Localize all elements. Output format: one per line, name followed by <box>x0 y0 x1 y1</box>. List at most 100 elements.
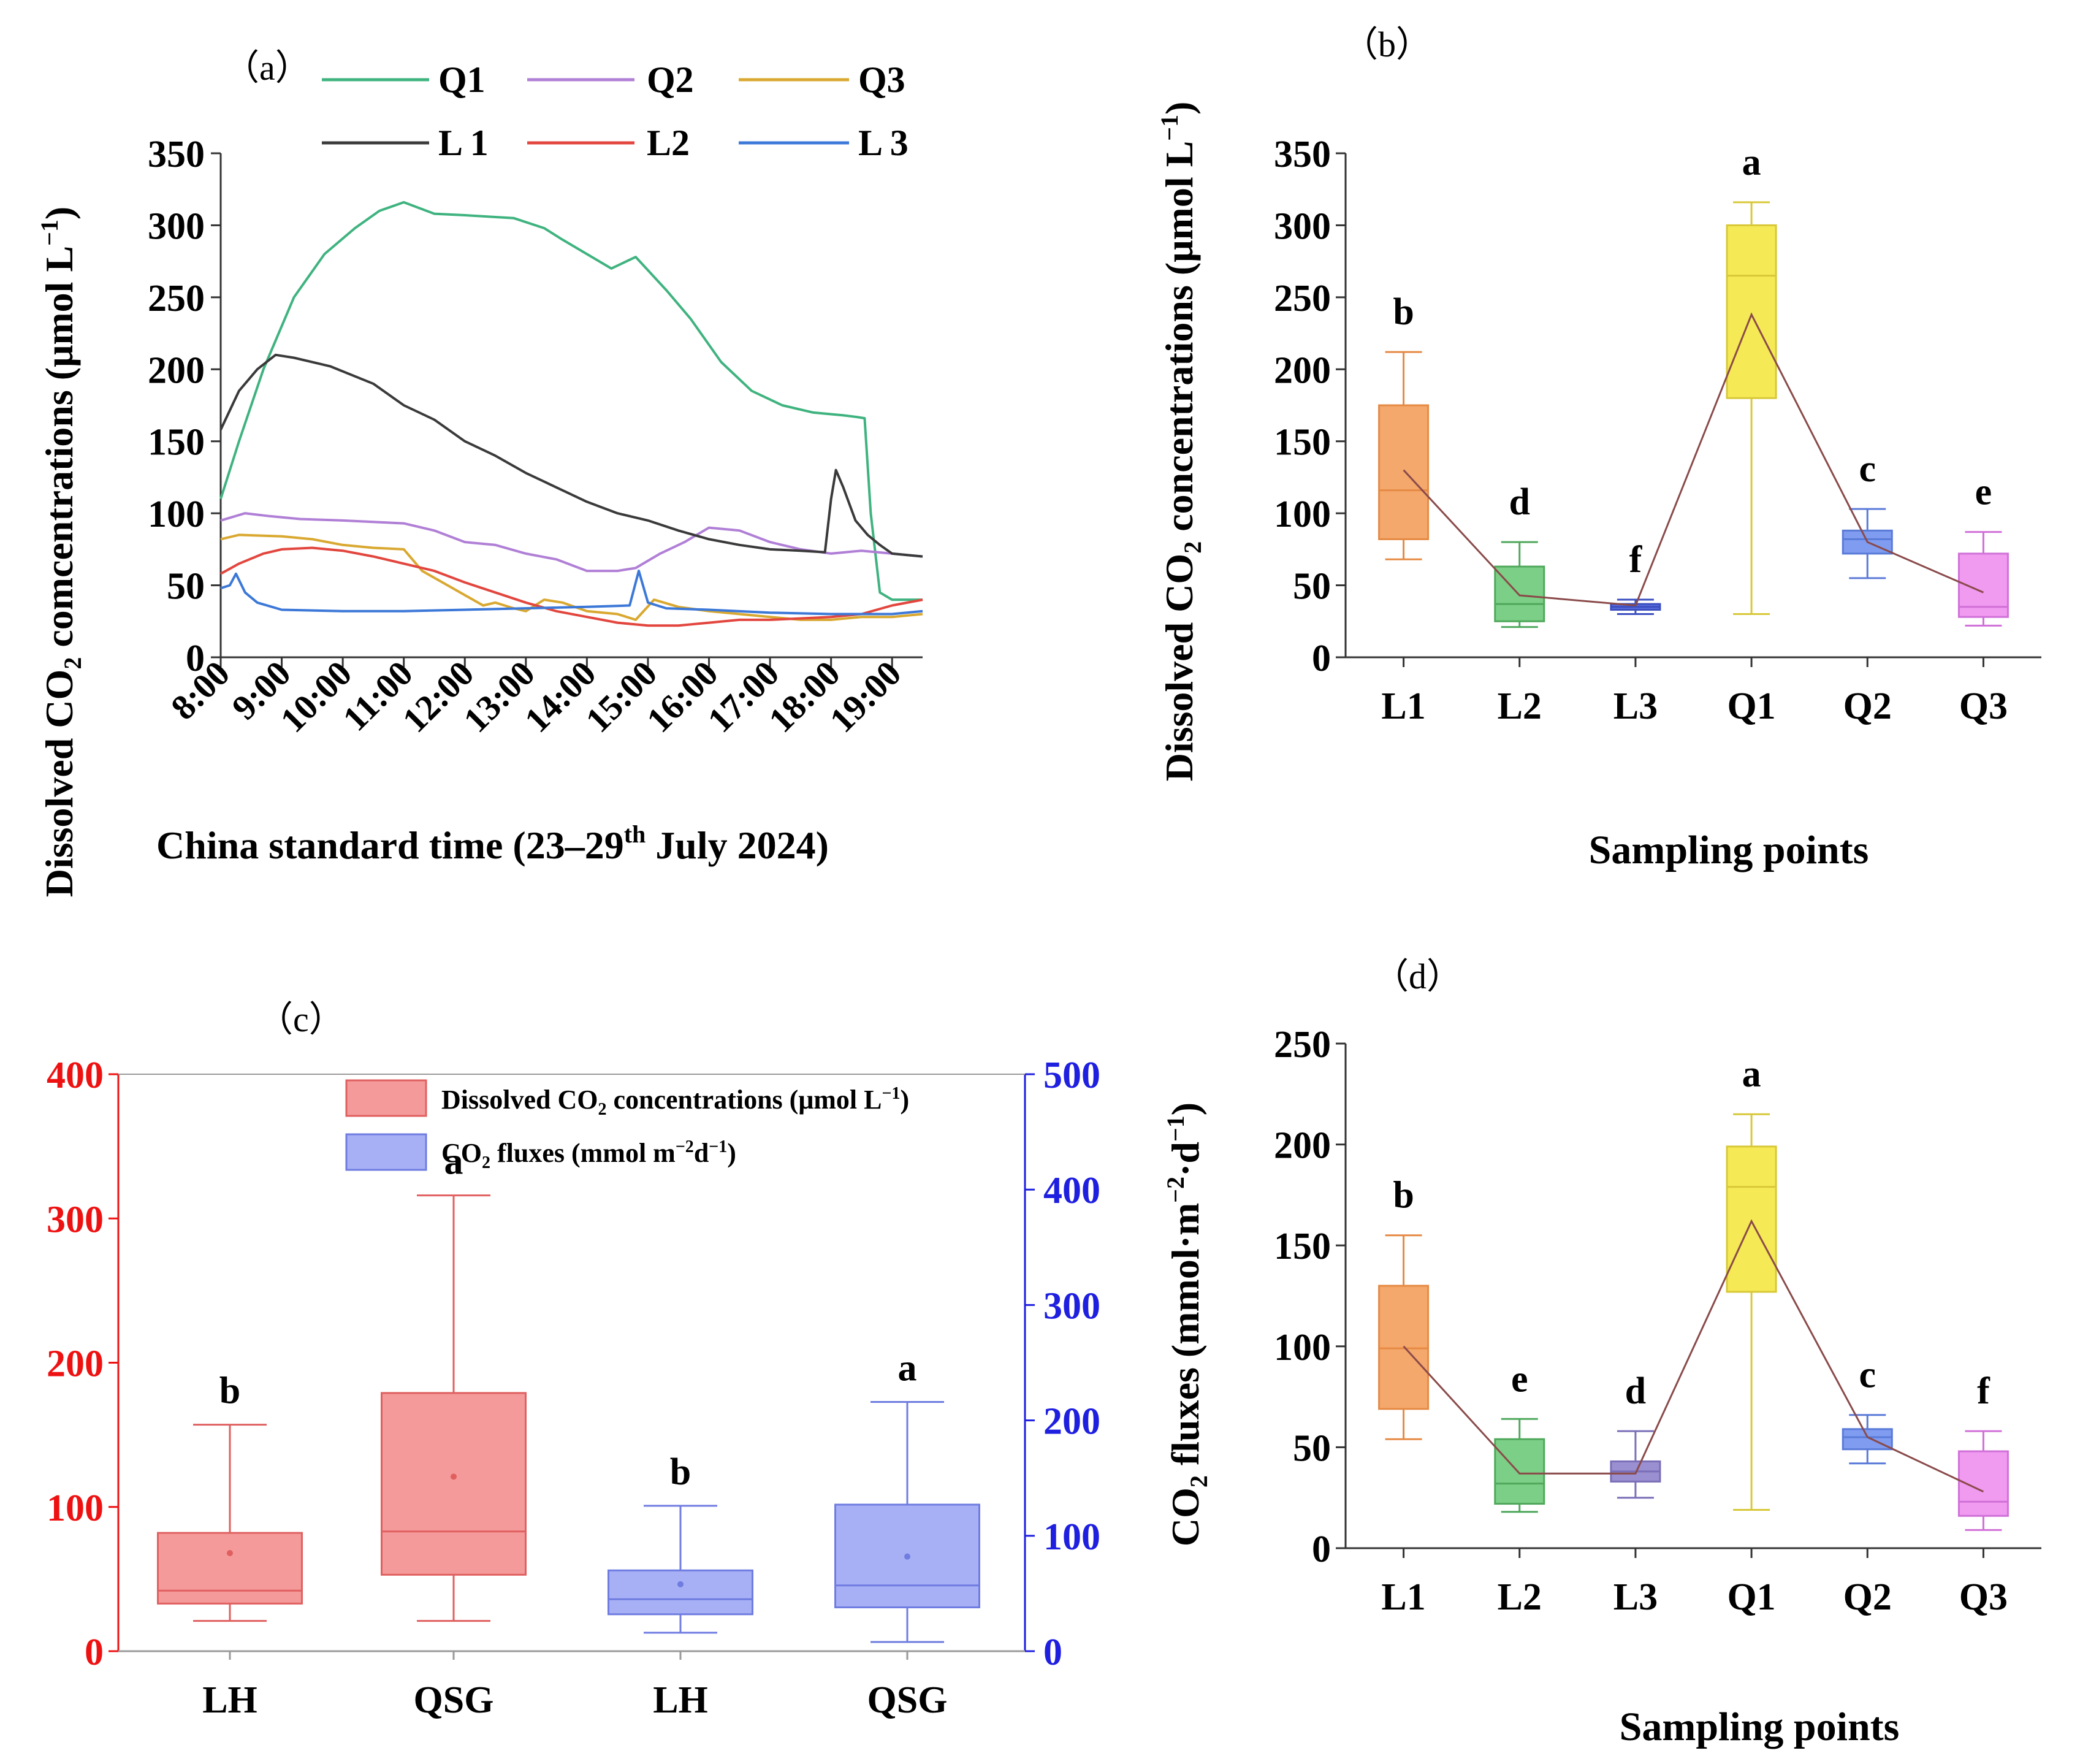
right-y-tick-label: 500 <box>1043 1055 1100 1096</box>
y-tick-label: 250 <box>148 278 205 319</box>
y-tick-label: 300 <box>148 205 205 247</box>
panel-b-box-chart: （b） 0 50 100 150 200 250 300 350 L1 L2 L3 Q1 Q2 Q3 b d… <box>1156 25 2041 872</box>
a-ylabel-1: Dissolved CO <box>37 670 81 898</box>
series-line-q1 <box>219 200 923 601</box>
panel-b-label: （b） <box>1343 25 1431 64</box>
y-tick-label: 0 <box>186 638 205 679</box>
panel-c-legend: Dissolved CO2 concentrations (μmol L−1) … <box>345 1079 909 1172</box>
panel-a-x-axis: 8:009:0010:0011:0012:0013:0014:0015:0016… <box>163 653 923 740</box>
c-leg2-3: d <box>694 1138 709 1168</box>
significance-letter: d <box>1509 481 1530 523</box>
b-ylabel-end: ) <box>1157 102 1201 115</box>
y-tick-label: 100 <box>1274 494 1331 535</box>
x-tick-label-l3: L3 <box>1613 685 1658 727</box>
d-ylabel-sup2: −1 <box>1162 1115 1189 1142</box>
series-line-l-1 <box>219 353 923 558</box>
y-tick-label: 300 <box>1274 205 1331 247</box>
c-leg1-1: Dissolved CO <box>441 1085 598 1115</box>
panel-d-x-axis-title: Sampling points <box>1620 1705 1900 1749</box>
significance-letter: f <box>1977 1370 1990 1412</box>
box-l1: b <box>1378 291 1430 560</box>
panel-d-label: （d） <box>1373 956 1462 996</box>
right-y-tick-label: 400 <box>1043 1170 1100 1212</box>
box-l1: b <box>1378 1175 1430 1440</box>
x-tick-label-q1: Q1 <box>1727 685 1775 727</box>
c-leg1-end: ) <box>900 1085 909 1115</box>
a-xlabel-sup: th <box>624 820 646 848</box>
significance-letter: f <box>1629 539 1643 581</box>
box-l3: f <box>1610 539 1661 616</box>
right-y-tick-label: 300 <box>1043 1285 1100 1327</box>
left-y-tick-label: 400 <box>47 1055 104 1096</box>
x-tick-label: 19:00 <box>822 653 909 740</box>
x-tick-label-lh: LH <box>653 1679 708 1721</box>
c-leg1-2: concentrations (μmol L <box>606 1085 882 1115</box>
box-l2: e <box>1494 1358 1545 1513</box>
box-mean-marker <box>227 1550 233 1557</box>
d-ylabel-1: CO <box>1164 1487 1207 1546</box>
box-mean-marker <box>451 1473 457 1480</box>
box-q2: c <box>1842 448 1893 579</box>
c-leg2-sup: −2 <box>676 1137 694 1156</box>
box-iqr <box>834 1503 980 1608</box>
x-tick-label-qsg: QSG <box>414 1679 494 1721</box>
y-tick-label: 50 <box>167 566 205 608</box>
panel-d-y-axis-title: CO2 fluxes (mmol·m−2·d−1) <box>1162 1102 1213 1546</box>
box-iqr <box>1726 1145 1777 1293</box>
legend-item-q2: Q2 <box>527 59 694 100</box>
significance-letter: c <box>1859 1354 1876 1396</box>
legend-label-l2: L2 <box>647 123 690 163</box>
d-ylabel-end: ) <box>1164 1102 1207 1115</box>
box-mean-marker <box>904 1553 910 1560</box>
panel-c-box-chart: （c） 0 100 200 300 400 0 100 200 300 400 500 LH QSG LH… <box>47 999 1100 1721</box>
panel-c-axes: 0 100 200 300 400 0 100 200 300 400 500 LH QSG LH QSG <box>47 1055 1100 1721</box>
panel-a-x-axis-title: China standard time (23–29th July 2024) <box>156 820 829 867</box>
significance-letter: b <box>1393 291 1414 333</box>
b-ylabel-1: Dissolved CO <box>1157 554 1201 782</box>
a-ylabel-sub: 2 <box>59 657 86 670</box>
y-tick-label: 150 <box>148 422 205 464</box>
x-tick-label: 13:00 <box>455 653 543 740</box>
x-tick-label: 10:00 <box>273 653 360 740</box>
mean-connector-line <box>1403 312 1984 607</box>
c-leg1-sup: −1 <box>882 1084 901 1103</box>
right-y-tick-label: 200 <box>1043 1401 1100 1443</box>
x-tick-label-lh: LH <box>202 1679 257 1721</box>
y-tick-label: 350 <box>148 134 205 175</box>
legend-swatch-dissolved-co2 <box>345 1079 427 1117</box>
significance-letter: e <box>1511 1358 1528 1400</box>
a-ylabel-2: comcentrations (μmol L <box>37 246 81 657</box>
box-l3: d <box>1610 1370 1661 1499</box>
y-tick-label: 150 <box>1274 422 1331 464</box>
significance-letter: c <box>1859 448 1876 490</box>
d-ylabel-2: fluxes (mmol·m <box>1164 1203 1207 1475</box>
x-tick-label: 8:00 <box>163 653 237 727</box>
panel-b-x-axis-title: Sampling points <box>1589 828 1869 872</box>
c-leg2-1: CO <box>441 1138 482 1168</box>
y-tick-label: 200 <box>148 349 205 391</box>
box-lh-left: b <box>157 1370 303 1622</box>
legend-item-l2: L2 <box>527 123 690 163</box>
left-y-tick-label: 0 <box>85 1632 104 1673</box>
box-iqr <box>1494 1438 1545 1505</box>
significance-letter: b <box>219 1370 240 1412</box>
a-ylabel-sup: −1 <box>36 220 63 246</box>
box-q3: e <box>1957 472 2009 627</box>
mean-connector-line <box>1403 1219 1984 1493</box>
x-tick-label-q2: Q2 <box>1843 685 1892 727</box>
panel-b-axes: 0 50 100 150 200 250 300 350 L1 L2 L3 Q1 Q2 Q3 <box>1274 134 2041 727</box>
panel-d-boxes: b e d a c f <box>1378 1053 2009 1531</box>
significance-letter: b <box>670 1451 691 1493</box>
b-ylabel-sup: −1 <box>1156 115 1183 141</box>
legend-item-l1: L 1 <box>322 123 489 163</box>
box-l2: d <box>1494 481 1545 628</box>
x-tick-label: 17:00 <box>700 653 787 740</box>
c-leg2-2: fluxes (mmol m <box>490 1138 676 1168</box>
box-qsg-right: a <box>834 1347 980 1643</box>
x-tick-label: 14:00 <box>517 653 604 740</box>
a-ylabel-end: ) <box>37 207 81 220</box>
c-leg1-sub: 2 <box>598 1100 606 1119</box>
legend-item-q1: Q1 <box>322 59 486 100</box>
x-tick-label: 15:00 <box>577 653 665 740</box>
